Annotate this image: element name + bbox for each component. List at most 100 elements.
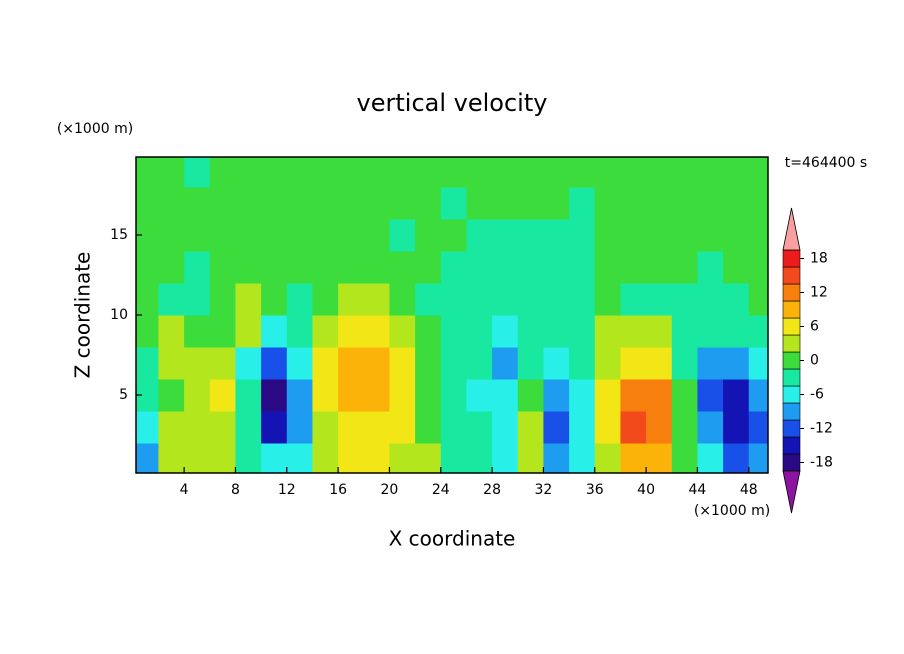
- contour-cell: [389, 187, 416, 220]
- contour-cell: [594, 251, 621, 284]
- contour-cell: [440, 443, 467, 473]
- contour-cell: [338, 187, 365, 220]
- contour-cell: [235, 411, 262, 444]
- contour-cell: [209, 347, 236, 380]
- contour-cell: [748, 187, 768, 220]
- x-tick-label: 44: [689, 482, 707, 498]
- contour-cell: [466, 411, 493, 444]
- x-tick-label: 32: [535, 482, 553, 498]
- contour-cell: [517, 251, 544, 284]
- contour-cell: [594, 187, 621, 220]
- contour-cell: [209, 443, 236, 473]
- contour-cell: [620, 347, 647, 380]
- colorbar-band: [782, 368, 801, 387]
- contour-cell: [620, 283, 647, 316]
- contour-cell: [671, 443, 698, 473]
- contour-cell: [312, 443, 339, 473]
- contour-cell: [312, 219, 339, 252]
- contour-cell: [492, 187, 519, 220]
- contour-cell: [261, 315, 288, 348]
- contour-cell: [286, 315, 313, 348]
- contour-cell: [569, 251, 596, 284]
- contour-cell: [517, 283, 544, 316]
- contour-field: [136, 157, 768, 473]
- x-tick-label: 12: [278, 482, 296, 498]
- contour-cell: [158, 443, 185, 473]
- contour-cell: [261, 157, 288, 188]
- contour-cell: [338, 347, 365, 380]
- contour-cell: [697, 157, 724, 188]
- x-tick-label: 48: [740, 482, 758, 498]
- contour-cell: [466, 187, 493, 220]
- contour-cell: [184, 157, 211, 188]
- colorbar-band: [782, 266, 801, 285]
- x-axis-label: X coordinate: [389, 527, 516, 551]
- contour-cell: [697, 315, 724, 348]
- contour-cell: [723, 283, 750, 316]
- contour-cell: [136, 157, 159, 188]
- contour-cell: [261, 443, 288, 473]
- contour-cell: [543, 347, 570, 380]
- contour-cell: [338, 157, 365, 188]
- contour-cell: [389, 283, 416, 316]
- contour-cell: [748, 157, 768, 188]
- contour-cell: [184, 283, 211, 316]
- contour-cell: [389, 219, 416, 252]
- contour-cell: [594, 379, 621, 412]
- contour-cell: [261, 251, 288, 284]
- contour-cell: [723, 347, 750, 380]
- contour-cell: [543, 251, 570, 284]
- contour-cell: [338, 219, 365, 252]
- contour-cell: [543, 411, 570, 444]
- contour-cell: [184, 411, 211, 444]
- contour-cell: [389, 379, 416, 412]
- contour-cell: [363, 315, 390, 348]
- contour-cell: [594, 347, 621, 380]
- contour-cell: [286, 219, 313, 252]
- colorbar-band: [782, 334, 801, 353]
- contour-cell: [569, 379, 596, 412]
- colorbar-band: [782, 402, 801, 421]
- contour-cell: [594, 443, 621, 473]
- contour-cell: [261, 219, 288, 252]
- colorbar-band: [782, 385, 801, 404]
- contour-cell: [363, 411, 390, 444]
- contour-cell: [723, 187, 750, 220]
- contour-cell: [415, 443, 442, 473]
- contour-cell: [389, 411, 416, 444]
- colorbar-over: [782, 207, 801, 251]
- contour-cell: [748, 219, 768, 252]
- contour-cell: [415, 219, 442, 252]
- contour-cell: [136, 251, 159, 284]
- x-tick-label: 28: [483, 482, 501, 498]
- contour-cell: [235, 157, 262, 188]
- contour-cell: [569, 187, 596, 220]
- contour-cell: [492, 219, 519, 252]
- contour-cell: [517, 187, 544, 220]
- contour-cell: [312, 283, 339, 316]
- contour-cell: [286, 411, 313, 444]
- contour-cell: [158, 251, 185, 284]
- x-unit: (×1000 m): [694, 503, 770, 519]
- colorbar-tick-label: 12: [810, 285, 828, 301]
- contour-cell: [646, 157, 673, 188]
- contour-cell: [594, 219, 621, 252]
- contour-cell: [517, 219, 544, 252]
- contour-cell: [723, 157, 750, 188]
- contour-cell: [723, 379, 750, 412]
- contour-cell: [646, 283, 673, 316]
- contour-cell: [312, 251, 339, 284]
- contour-cell: [184, 219, 211, 252]
- contour-cell: [569, 219, 596, 252]
- contour-cell: [209, 219, 236, 252]
- contour-cell: [723, 315, 750, 348]
- contour-cell: [723, 411, 750, 444]
- contour-cell: [466, 443, 493, 473]
- contour-cell: [235, 251, 262, 284]
- contour-cell: [312, 187, 339, 220]
- contour-cell: [748, 411, 768, 444]
- contour-cell: [184, 443, 211, 473]
- contour-cell: [671, 157, 698, 188]
- contour-cell: [158, 157, 185, 188]
- contour-cell: [569, 443, 596, 473]
